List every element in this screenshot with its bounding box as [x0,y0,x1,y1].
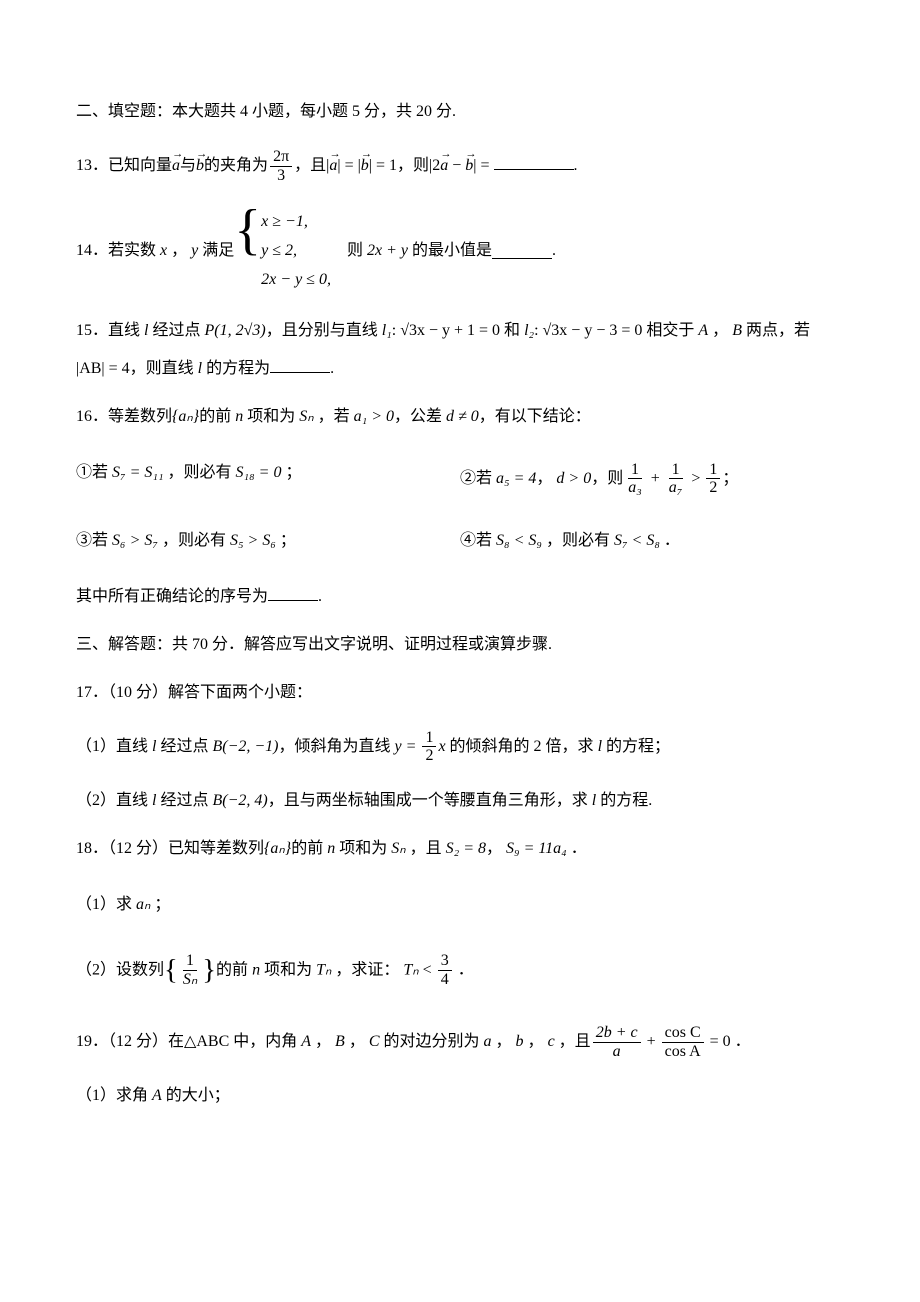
q16-row1: ①若 S₇ = S₁₁ ，则必有 S₁₈ = 0 ； ②若 a₅ = 4， d … [76,461,844,497]
q15-l1: l₁ [382,322,392,339]
q18-p1: （1）求 aₙ ； [76,893,844,917]
q16-t6: ，有以下结论： [479,408,591,425]
q14: 14．若实数 x ， y 满足 { x ≥ −1, y ≤ 2, 2x − y … [76,208,844,294]
q15-t10: . [330,360,334,377]
q16-a1: a₁ > 0 [354,408,394,425]
q13-eq2m: = [476,157,493,174]
q16-conclusion: 其中所有正确结论的序号为. [76,585,844,609]
q13-t4: ，且 [294,157,326,174]
q16-s1: ①若 S₇ = S₁₁ ，则必有 S₁₈ = 0 ； [76,461,460,497]
q15-t2: 经过点 [152,322,200,339]
q13-t1: 已知向量 [108,157,172,174]
q13-frac: 2π3 [270,148,292,184]
q14-t4: 则 [347,239,363,263]
q15-t1: 直线 [108,322,140,339]
q13-vec-a: a [172,154,180,178]
q14-t6: . [552,239,556,263]
q17-p1: （1）直线 l 经过点 B(−2, −1)，倾斜角为直线 y = 12x 的倾斜… [76,729,844,765]
q16-Sn: Sₙ [299,408,313,425]
q13-t6: . [574,157,578,174]
q15-t4: 和 [504,322,520,339]
q15-t5: 相交于 [646,322,694,339]
q14-c3: 2x − y ≤ 0, [261,266,331,295]
q13-num: 13． [76,157,108,174]
q15-P: P(1, 2√3) [205,322,266,339]
q14-expr: 2x + y [367,239,408,263]
q16-t3: 项和为 [247,408,295,425]
q13-t3: 的夹角为 [204,157,268,174]
q16-t4: ，若 [318,408,350,425]
q18-p2: （2）设数列{1Sₙ}的前 n 项和为 Tₙ ，求证： Tₙ < 34 ． [76,949,844,992]
q15-num: 15． [76,322,108,339]
q13: 13．已知向量a与b的夹角为2π3，且|a| = |b| = 1，则|2a − … [76,148,844,184]
q14-t5: 的最小值是 [412,239,492,263]
q15-t8: ，则直线 [130,360,194,377]
q17-p2: （2）直线 l 经过点 B(−2, 4)，且与两坐标轴围成一个等腰直角三角形，求… [76,789,844,813]
q15-line2: |AB| = 4，则直线 l 的方程为. [76,357,844,381]
q13-t5: ，则 [397,157,429,174]
q15-t9: 的方程为 [206,360,270,377]
section3-heading: 三、解答题：共 70 分．解答应写出文字说明、证明过程或演算步骤. [76,633,844,657]
q15-l1eq: : √3x − y + 1 = 0 [392,322,500,339]
q16-an: {aₙ} [172,408,199,425]
q15-l2: l₂ [524,322,534,339]
q14-blank [492,243,552,259]
q15-B: B [732,322,742,339]
q16-s2: ②若 a₅ = 4， d > 0，则1a₃ + 1a₇ > 12； [460,461,844,497]
q17-head: 17．（10 分）解答下面两个小题： [76,681,844,705]
q16-t1: 等差数列 [108,408,172,425]
q14-num: 14． [76,239,108,263]
q14-brace: { x ≥ −1, y ≤ 2, 2x − y ≤ 0, [234,208,331,294]
q16-num: 16． [76,408,108,425]
q14-c1: x ≥ −1, [261,208,331,237]
section2-heading: 二、填空题：本大题共 4 小题，每小题 5 分，共 20 分. [76,100,844,124]
q15-line1: 15．直线 l 经过点 P(1, 2√3)，且分别与直线 l₁: √3x − y… [76,319,844,343]
q15-t7: 两点，若 [746,322,810,339]
q16-s4: ④若 S₈ < S₉ ，则必有 S₇ < S₈ ． [460,529,844,553]
q15-t3: ，且分别与直线 [266,322,378,339]
q13-blank [494,154,574,170]
q16-t5: ，公差 [394,408,442,425]
q15-t6: ， [712,322,728,339]
q14-t2: ， [171,239,187,263]
q15-l: l [144,322,148,339]
q14-t1: 若实数 [108,239,156,263]
q16-d: d ≠ 0 [446,408,479,425]
q13-eq1v: = 1 [372,157,397,174]
q16-t2: 的前 [199,408,231,425]
q16-n: n [235,408,243,425]
q15-l2eq: : √3x − y − 3 = 0 [534,322,642,339]
q13-vec-b: b [196,154,204,178]
q16-s3: ③若 S₆ > S₇ ，则必有 S₅ > S₆ ； [76,529,460,553]
q16-head: 16．等差数列{aₙ}的前 n 项和为 Sₙ ，若 a₁ > 0，公差 d ≠ … [76,405,844,429]
q19-head: 19．（12 分）在△ABC 中，内角 A ， B ， C 的对边分别为 a ，… [76,1024,844,1060]
q13-eq1m: = [341,157,358,174]
q16-row2: ③若 S₆ > S₇ ，则必有 S₅ > S₆ ； ④若 S₈ < S₉ ，则必… [76,529,844,553]
q14-y: y [191,239,198,263]
q15-blank [270,357,330,373]
q15-A: A [698,322,708,339]
q18-head: 18．（12 分）已知等差数列{aₙ}的前 n 项和为 Sₙ ，且 S₂ = 8… [76,837,844,861]
q14-c2: y ≤ 2, [261,237,331,266]
q19-p1: （1）求角 A 的大小； [76,1084,844,1108]
q15-ab: |AB| = 4 [76,360,130,377]
q14-t3: 满足 [202,239,234,263]
q14-x: x [160,239,167,263]
q16-blank [268,585,318,601]
